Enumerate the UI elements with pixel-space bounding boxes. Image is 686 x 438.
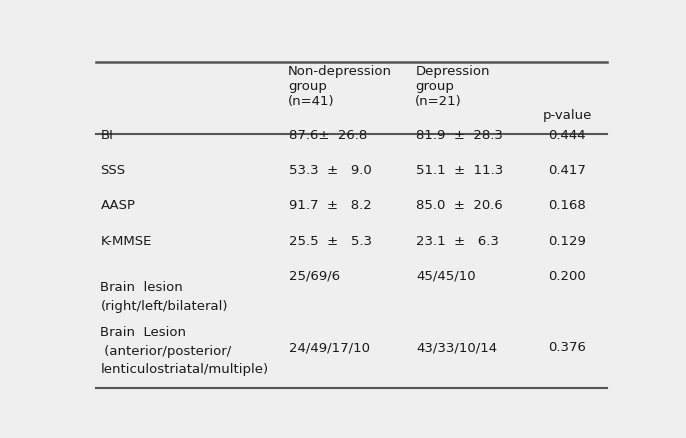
Text: 24/49/17/10: 24/49/17/10 xyxy=(289,341,370,353)
Text: 91.7  ±   8.2: 91.7 ± 8.2 xyxy=(289,199,372,212)
Text: 0.168: 0.168 xyxy=(548,199,586,212)
Text: Depression
group
(n=21): Depression group (n=21) xyxy=(415,65,490,108)
Text: BI: BI xyxy=(100,128,113,141)
Text: 81.9  ±  28.3: 81.9 ± 28.3 xyxy=(416,128,504,141)
Text: 43/33/10/14: 43/33/10/14 xyxy=(416,341,497,353)
Text: 87.6±  26.8: 87.6± 26.8 xyxy=(289,128,367,141)
Text: 0.444: 0.444 xyxy=(548,128,586,141)
Text: (anterior/posterior/: (anterior/posterior/ xyxy=(100,344,232,357)
Text: 23.1  ±   6.3: 23.1 ± 6.3 xyxy=(416,234,499,247)
Text: K-MMSE: K-MMSE xyxy=(100,234,152,247)
Text: 0.129: 0.129 xyxy=(548,234,586,247)
Text: 25/69/6: 25/69/6 xyxy=(289,269,340,282)
Text: 25.5  ±   5.3: 25.5 ± 5.3 xyxy=(289,234,372,247)
Text: p-value: p-value xyxy=(543,108,592,121)
Text: SSS: SSS xyxy=(100,163,126,177)
Text: 85.0  ±  20.6: 85.0 ± 20.6 xyxy=(416,199,503,212)
Text: 51.1  ±  11.3: 51.1 ± 11.3 xyxy=(416,163,504,177)
Text: Non-depression
group
(n=41): Non-depression group (n=41) xyxy=(288,65,392,108)
Text: (right/left/bilateral): (right/left/bilateral) xyxy=(100,299,228,312)
Text: Brain  Lesion: Brain Lesion xyxy=(100,325,187,339)
Text: 53.3  ±   9.0: 53.3 ± 9.0 xyxy=(289,163,372,177)
Text: lenticulostriatal/multiple): lenticulostriatal/multiple) xyxy=(100,363,269,375)
Text: 45/45/10: 45/45/10 xyxy=(416,269,476,282)
Text: 0.200: 0.200 xyxy=(548,269,586,282)
Text: 0.376: 0.376 xyxy=(548,341,586,353)
Text: AASP: AASP xyxy=(100,199,135,212)
Text: Brain  lesion: Brain lesion xyxy=(100,281,183,293)
Text: 0.417: 0.417 xyxy=(548,163,586,177)
